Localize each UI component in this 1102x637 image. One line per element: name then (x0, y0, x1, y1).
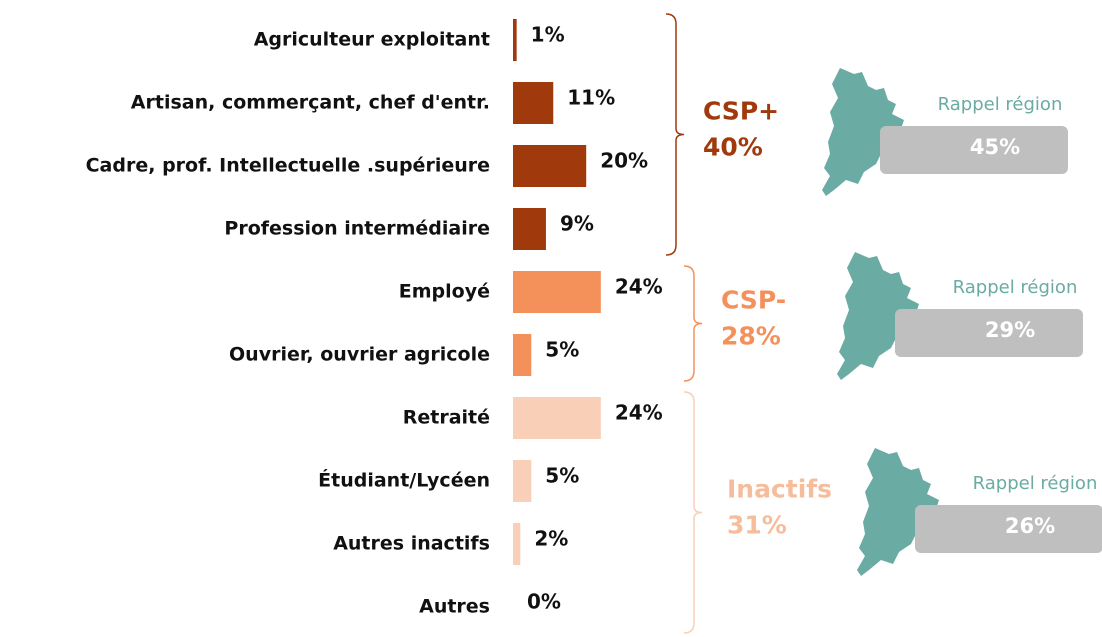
value-label: 20% (600, 149, 648, 173)
group-name: Inactifs (727, 475, 832, 504)
region-map (857, 448, 939, 576)
value-label: 5% (545, 338, 579, 362)
value-label: 0% (527, 590, 561, 614)
value-label: 11% (567, 86, 615, 110)
bar (513, 19, 517, 61)
category-label: Agriculteur exploitant (254, 29, 490, 51)
bar (513, 460, 532, 502)
bar (513, 145, 587, 187)
bar (513, 208, 546, 250)
region-caption: Rappel région (953, 277, 1078, 298)
group-bracket (683, 391, 703, 634)
region-caption: Rappel région (938, 94, 1063, 115)
region-box (915, 505, 1102, 553)
value-label: 9% (560, 212, 594, 236)
group-name: CSP- (721, 286, 786, 315)
region-value: 26% (1005, 514, 1055, 538)
category-label: Profession intermédiaire (224, 218, 490, 240)
category-label: Retraité (403, 407, 490, 429)
group-total: 28% (721, 322, 781, 351)
region-map (822, 68, 904, 196)
category-label: Autres inactifs (333, 533, 490, 555)
value-label: 5% (545, 464, 579, 488)
region-caption: Rappel région (973, 473, 1098, 494)
group-total: 31% (727, 511, 787, 540)
category-label: Ouvrier, ouvrier agricole (229, 344, 490, 366)
region-value: 29% (985, 318, 1035, 342)
category-label: Employé (399, 281, 490, 303)
region-map (837, 252, 919, 380)
bar (513, 334, 532, 376)
value-label: 1% (531, 23, 565, 47)
group-bracket (683, 265, 703, 382)
category-label: Autres (419, 596, 490, 618)
bar (513, 523, 521, 565)
region-box (880, 126, 1068, 174)
bar (513, 271, 601, 313)
value-label: 2% (534, 527, 568, 551)
bar (513, 397, 601, 439)
bar (513, 82, 554, 124)
region-value: 45% (970, 135, 1020, 159)
group-bracket (665, 13, 685, 256)
category-label: Cadre, prof. Intellectuelle .supérieure (86, 155, 490, 177)
group-name: CSP+ (703, 97, 779, 126)
category-label: Artisan, commerçant, chef d'entr. (131, 92, 490, 114)
value-label: 24% (615, 401, 663, 425)
group-total: 40% (703, 133, 763, 162)
value-label: 24% (615, 275, 663, 299)
region-box (895, 309, 1083, 357)
category-label: Étudiant/Lycéen (318, 469, 490, 492)
